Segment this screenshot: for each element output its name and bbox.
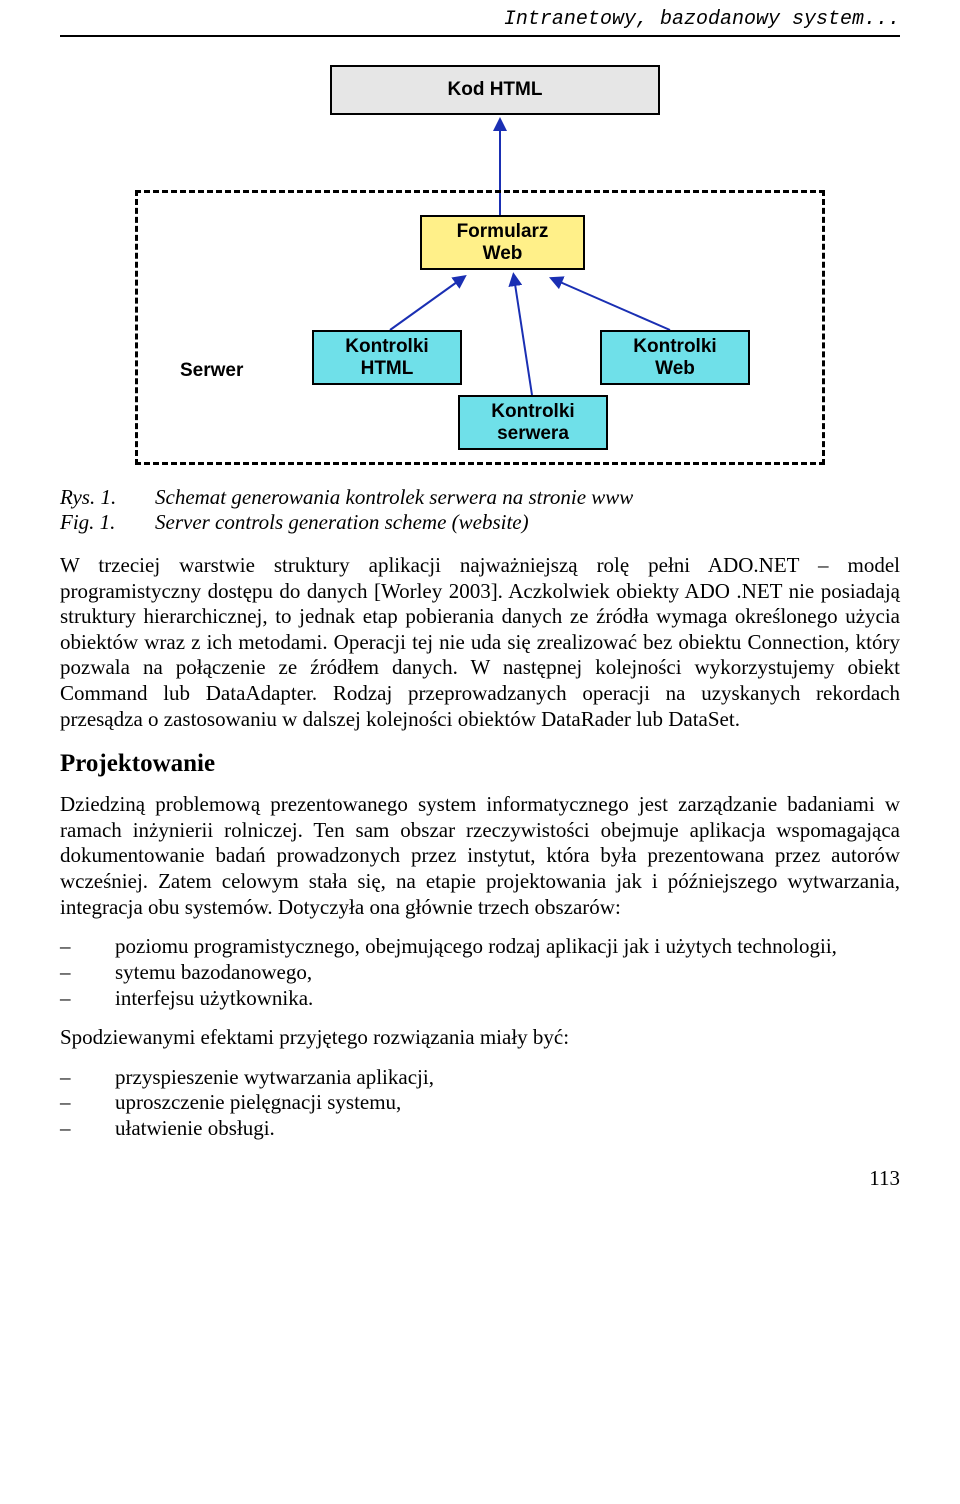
node-formularz-web: Formularz Web	[420, 215, 585, 270]
node-kod-html: Kod HTML	[330, 65, 660, 115]
running-header: Intranetowy, bazodanowy system...	[60, 0, 900, 37]
dash-bullet: –	[60, 1090, 115, 1116]
list-areas: –poziomu programistycznego, obejmującego…	[60, 934, 900, 1011]
dash-bullet: –	[60, 960, 115, 986]
figure-caption: Rys. 1. Schemat generowania kontrolek se…	[60, 485, 900, 535]
list-item: –uproszczenie pielęgnacji systemu,	[60, 1090, 900, 1116]
list-item-text: ułatwienie obsługi.	[115, 1116, 900, 1142]
paragraph-2: Dziedziną problemową prezentowanego syst…	[60, 792, 900, 920]
list-item: –ułatwienie obsługi.	[60, 1116, 900, 1142]
caption-rys-text: Schemat generowania kontrolek serwera na…	[155, 485, 633, 510]
caption-fig-text: Server controls generation scheme (websi…	[155, 510, 529, 535]
diagram-container: Serwer Kod HTML Formularz Web Kontrolki …	[120, 65, 840, 465]
list-item: –poziomu programistycznego, obejmującego…	[60, 934, 900, 960]
list-item-text: poziomu programistycznego, obejmującego …	[115, 934, 900, 960]
serwer-label: Serwer	[180, 360, 243, 382]
page-number: 113	[60, 1166, 900, 1191]
list-item-text: przyspieszenie wytwarzania aplikacji,	[115, 1065, 900, 1091]
list-item: –sytemu bazodanowego,	[60, 960, 900, 986]
list-item: –interfejsu użytkownika.	[60, 986, 900, 1012]
dash-bullet: –	[60, 1065, 115, 1091]
list-item-text: uproszczenie pielęgnacji systemu,	[115, 1090, 900, 1116]
paragraph-3: Spodziewanymi efektami przyjętego rozwią…	[60, 1025, 900, 1051]
list-item-text: interfejsu użytkownika.	[115, 986, 900, 1012]
dash-bullet: –	[60, 986, 115, 1012]
list-item-text: sytemu bazodanowego,	[115, 960, 900, 986]
dash-bullet: –	[60, 934, 115, 960]
section-heading-projektowanie: Projektowanie	[60, 750, 900, 778]
list-item: –przyspieszenie wytwarzania aplikacji,	[60, 1065, 900, 1091]
caption-rys-tag: Rys. 1.	[60, 485, 155, 510]
list-effects: –przyspieszenie wytwarzania aplikacji, –…	[60, 1065, 900, 1142]
node-kontrolki-html: Kontrolki HTML	[312, 330, 462, 385]
caption-fig-tag: Fig. 1.	[60, 510, 155, 535]
node-kontrolki-serwera: Kontrolki serwera	[458, 395, 608, 450]
node-kontrolki-web: Kontrolki Web	[600, 330, 750, 385]
dash-bullet: –	[60, 1116, 115, 1142]
paragraph-1: W trzeciej warstwie struktury aplikacji …	[60, 553, 900, 732]
